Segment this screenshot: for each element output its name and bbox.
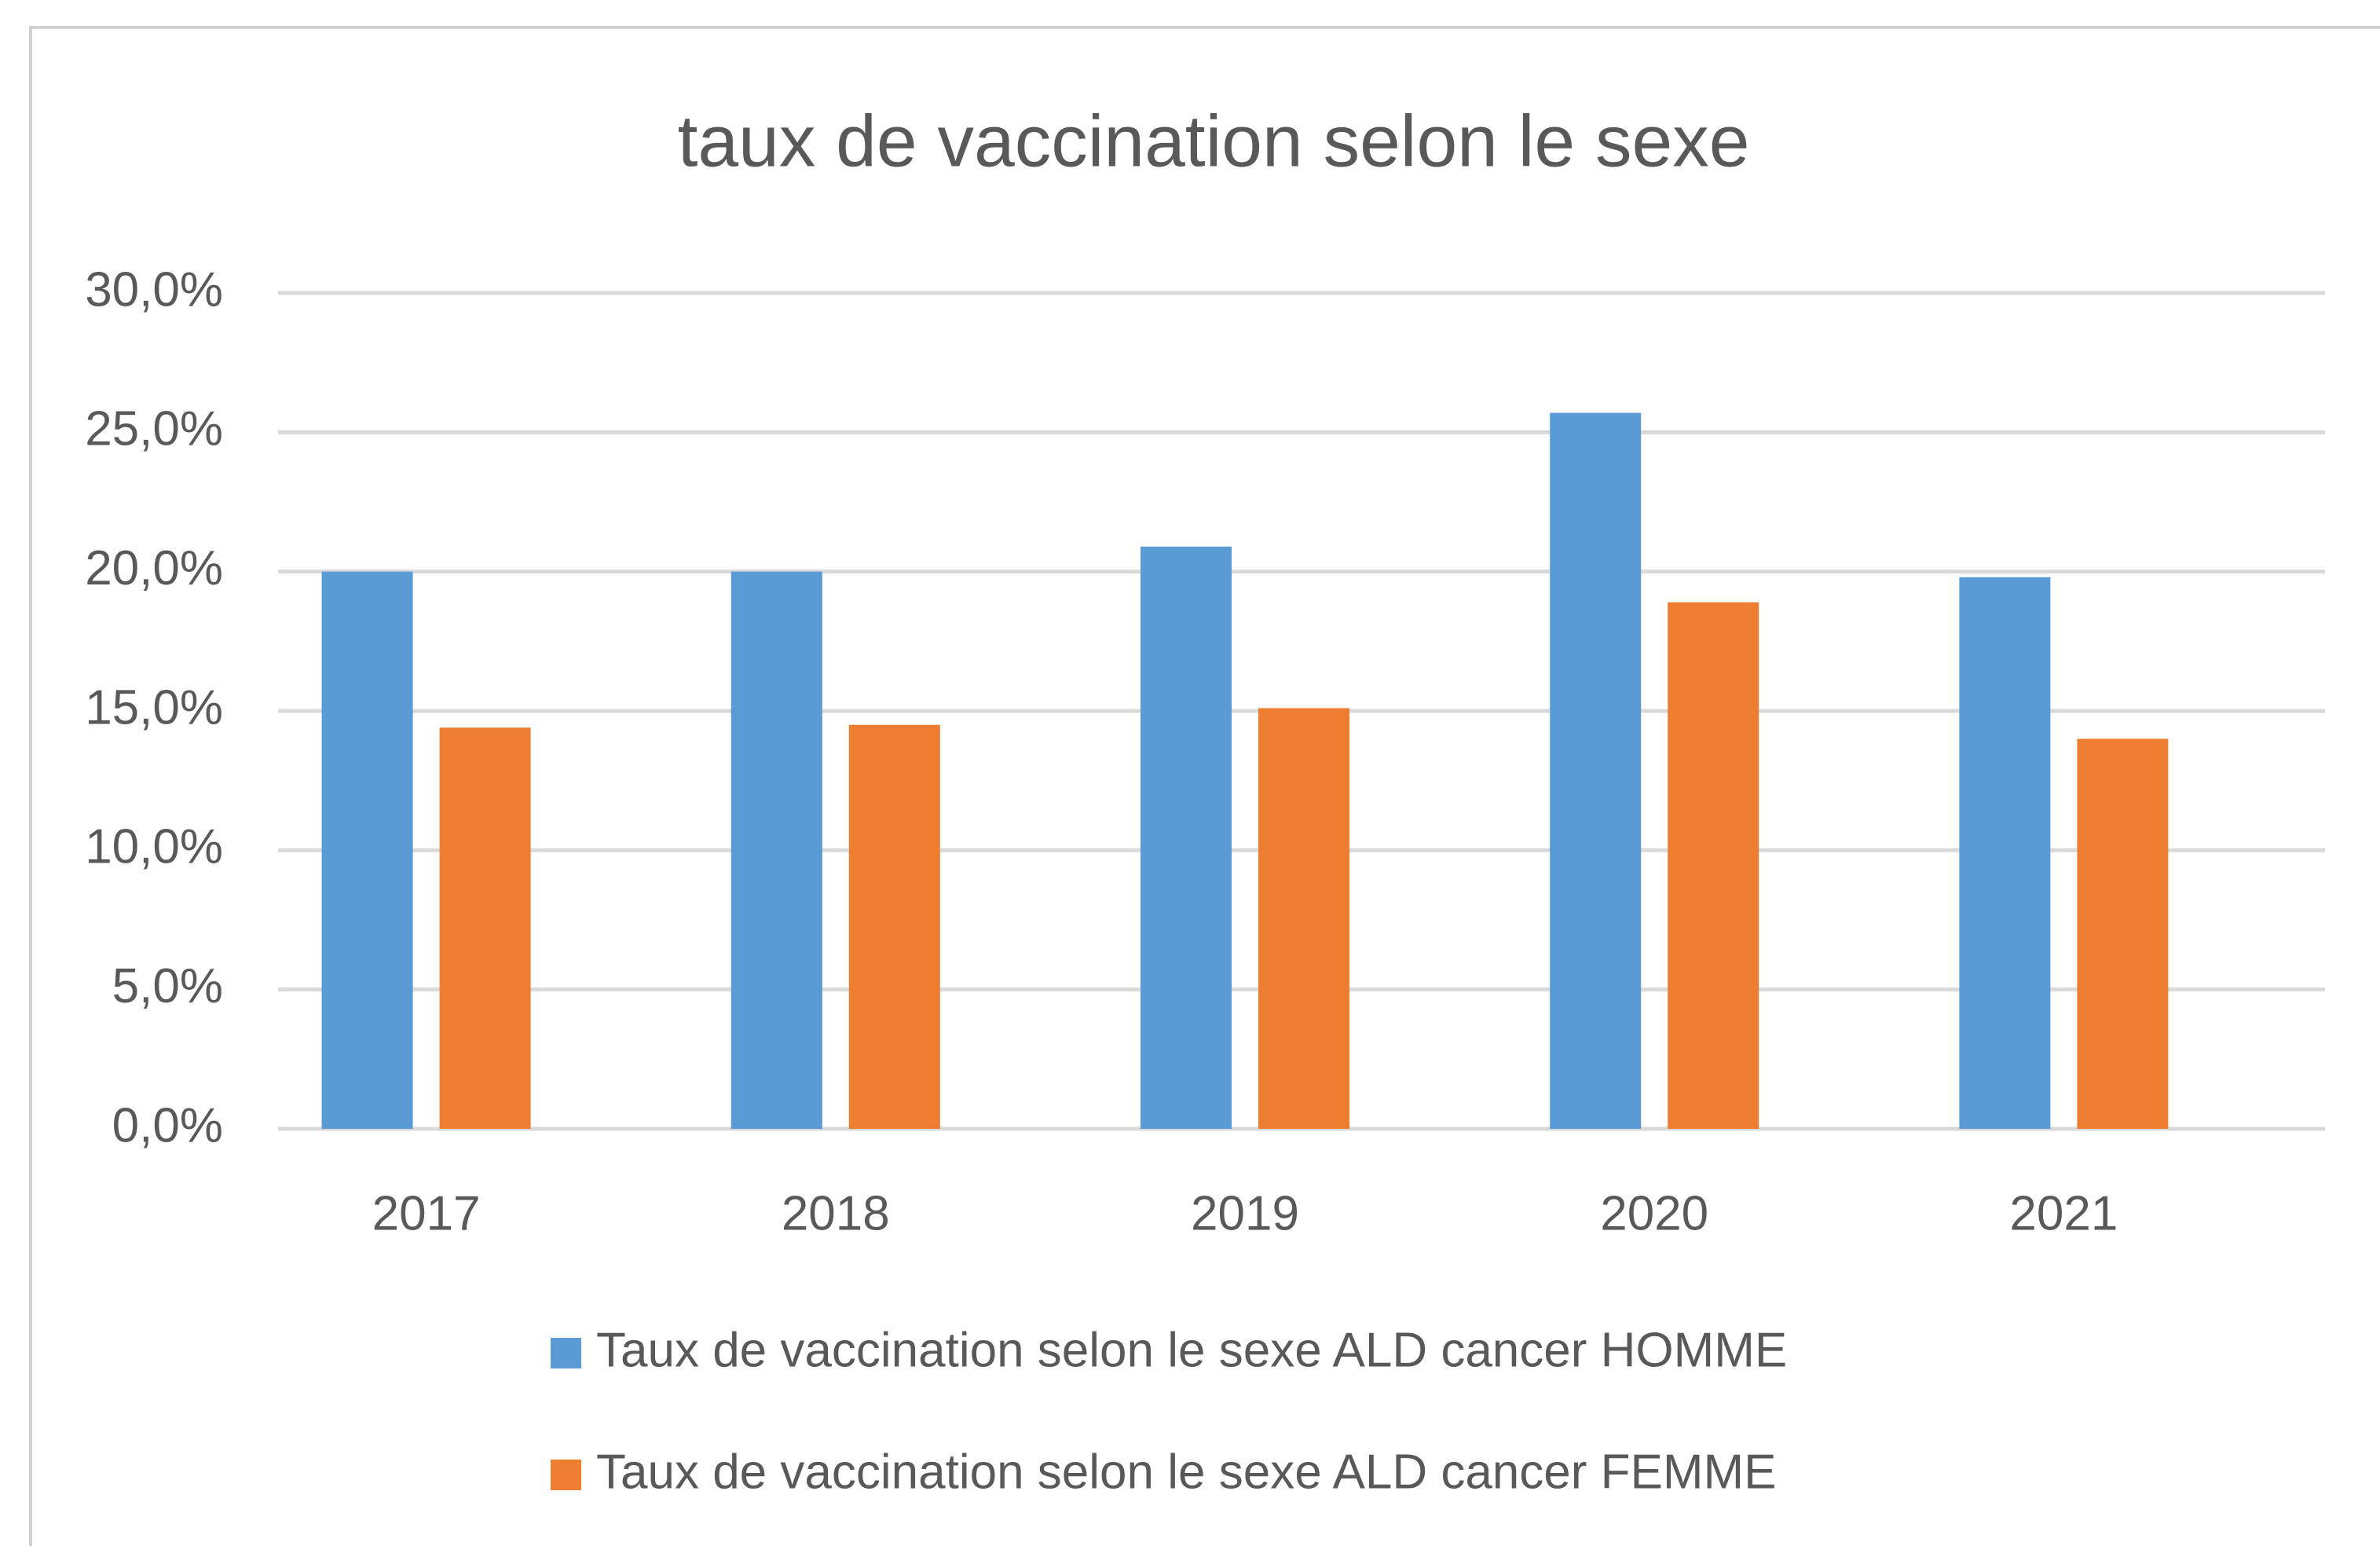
bar bbox=[321, 571, 413, 1129]
bar bbox=[1141, 546, 1232, 1129]
y-tick-label: 15,0% bbox=[85, 680, 223, 735]
y-tick-label: 30,0% bbox=[85, 262, 223, 317]
x-tick-label: 2017 bbox=[372, 1186, 481, 1240]
bar bbox=[730, 571, 822, 1129]
y-tick-label: 0,0% bbox=[112, 1098, 223, 1152]
legend-label: Taux de vaccination selon le sexe ALD ca… bbox=[596, 1445, 1777, 1499]
legend-swatch bbox=[551, 1460, 581, 1490]
x-tick-label: 2021 bbox=[2009, 1186, 2118, 1240]
bar bbox=[1668, 602, 1759, 1129]
y-tick-label: 25,0% bbox=[85, 402, 223, 456]
bar bbox=[1258, 708, 1349, 1129]
y-tick-label: 20,0% bbox=[85, 541, 223, 595]
chart-title: taux de vaccination selon le sexe bbox=[678, 101, 1750, 182]
bar bbox=[2077, 738, 2169, 1129]
x-tick-label: 2018 bbox=[782, 1186, 890, 1240]
bar bbox=[1959, 577, 2051, 1129]
bar bbox=[439, 727, 531, 1129]
y-tick-label: 10,0% bbox=[85, 820, 223, 874]
x-tick-label: 2019 bbox=[1191, 1186, 1299, 1240]
x-tick-label: 2020 bbox=[1600, 1186, 1708, 1240]
bar bbox=[1550, 412, 1642, 1129]
legend-label: Taux de vaccination selon le sexe ALD ca… bbox=[596, 1323, 1787, 1377]
y-tick-label: 5,0% bbox=[112, 959, 223, 1013]
bar bbox=[848, 724, 940, 1129]
legend-swatch bbox=[551, 1338, 581, 1368]
